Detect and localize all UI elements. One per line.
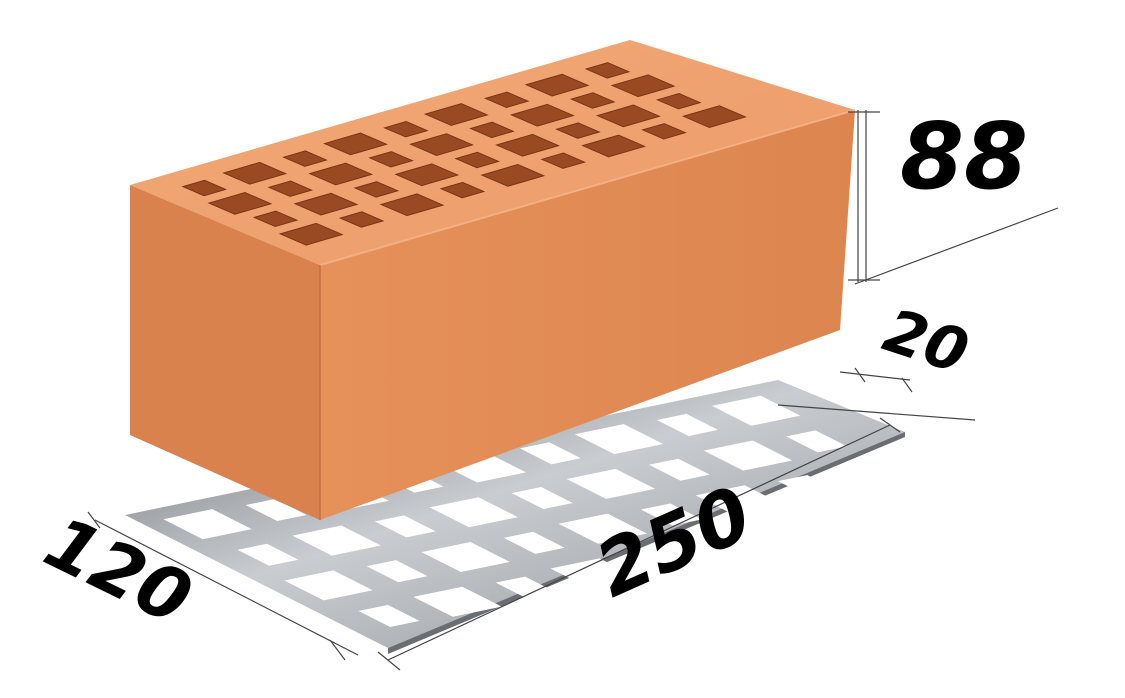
plate-slot [292, 525, 381, 556]
brick-holes [181, 62, 747, 246]
plate-slot [566, 468, 656, 499]
plate-slot [711, 395, 801, 426]
brick-hole [540, 152, 587, 169]
brick-hole [394, 163, 460, 187]
brick-hole [252, 210, 299, 228]
brick-hole [480, 164, 546, 187]
plate-slot [284, 570, 373, 601]
plate-slot [777, 475, 839, 498]
brick-hole [308, 162, 374, 186]
plate-slot [519, 442, 581, 465]
brick-hole [423, 103, 489, 126]
brick-hole [524, 73, 590, 97]
plate-slot [413, 586, 502, 617]
brick-hole [483, 91, 530, 109]
brick-hole [495, 133, 560, 157]
brick-hole [353, 181, 400, 198]
plate-slot [429, 497, 518, 528]
height-label: 88 [900, 103, 1028, 210]
mounting-plate [125, 380, 968, 654]
brick-hole [409, 133, 474, 156]
plate-slot [632, 548, 694, 571]
plate-slot [695, 485, 785, 516]
plate-slot [245, 498, 307, 522]
plate-slot [558, 513, 647, 544]
gap-label: 20 [875, 296, 976, 388]
plate-slot [358, 604, 420, 627]
brick-hole [383, 120, 429, 138]
plate-slot [511, 487, 573, 510]
plate-slot [574, 424, 664, 455]
plate-slot [687, 530, 777, 561]
brick-hole [323, 132, 388, 156]
plate-edge [388, 432, 905, 654]
brick-hole [338, 211, 385, 228]
brick-hole [282, 150, 328, 167]
plate-slot [374, 515, 436, 538]
plate-slot [786, 430, 848, 453]
brick-hole [454, 151, 500, 169]
brick-hole [655, 92, 702, 110]
brick-hole [222, 161, 288, 185]
brick-hole [207, 192, 273, 215]
brick-hole [469, 121, 515, 139]
brick-hole [181, 179, 228, 197]
brick-hole [581, 134, 647, 158]
plate-slot [495, 576, 557, 599]
plate-slot [421, 541, 510, 573]
brick-hole [379, 193, 445, 217]
brick [130, 40, 856, 520]
plate-slot [648, 458, 710, 481]
plate-slot [907, 491, 968, 514]
brick-hole [681, 105, 747, 128]
plate-slot [769, 519, 831, 542]
plate-slot [703, 440, 793, 471]
brick-hole [509, 103, 575, 127]
brick-hole [610, 74, 676, 98]
brick-hole [368, 151, 414, 168]
brick-long-face [320, 110, 855, 520]
brick-hole [293, 192, 359, 216]
plate-slot [824, 501, 914, 532]
brick-hole [584, 62, 631, 79]
brick-hole [439, 181, 486, 199]
plate-slot [657, 413, 718, 436]
plate-slot [503, 531, 565, 554]
plate-slot [832, 456, 922, 487]
plate-slot [550, 558, 639, 589]
brick-front-face [130, 185, 320, 520]
brick-hole [595, 104, 661, 128]
dimension-lines [87, 110, 1059, 671]
plate-slot [366, 560, 428, 583]
brick-hole [641, 123, 687, 140]
brick-hole [569, 92, 616, 109]
plate-slot [237, 543, 299, 566]
brick-hole [278, 222, 344, 246]
plate-slot [163, 509, 252, 540]
brick-hole [555, 122, 601, 139]
brick-hole [267, 180, 314, 197]
